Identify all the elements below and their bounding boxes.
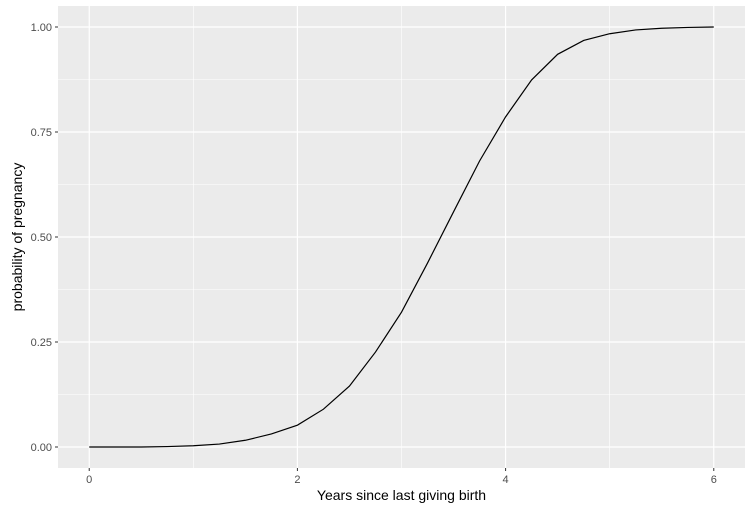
x-tick-label: 6 xyxy=(711,474,717,486)
y-tick-label: 0.75 xyxy=(31,127,52,139)
y-tick-label: 0.00 xyxy=(31,442,52,454)
y-tick-label: 0.25 xyxy=(31,337,52,349)
probability-curve xyxy=(89,26,714,448)
y-axis-title: probability of pregnancy xyxy=(9,163,25,312)
y-tick-label: 0.50 xyxy=(31,232,52,244)
x-tick-label: 4 xyxy=(503,474,509,486)
x-axis-title: Years since last giving birth xyxy=(317,487,486,503)
y-axis-ticks: 0.00 0.25 0.50 0.75 1.00 xyxy=(31,22,58,454)
x-tick-label: 0 xyxy=(86,474,92,486)
x-tick-label: 2 xyxy=(294,474,300,486)
y-tick-label: 1.00 xyxy=(31,22,52,34)
x-axis-ticks: 0 2 4 6 xyxy=(86,468,717,486)
